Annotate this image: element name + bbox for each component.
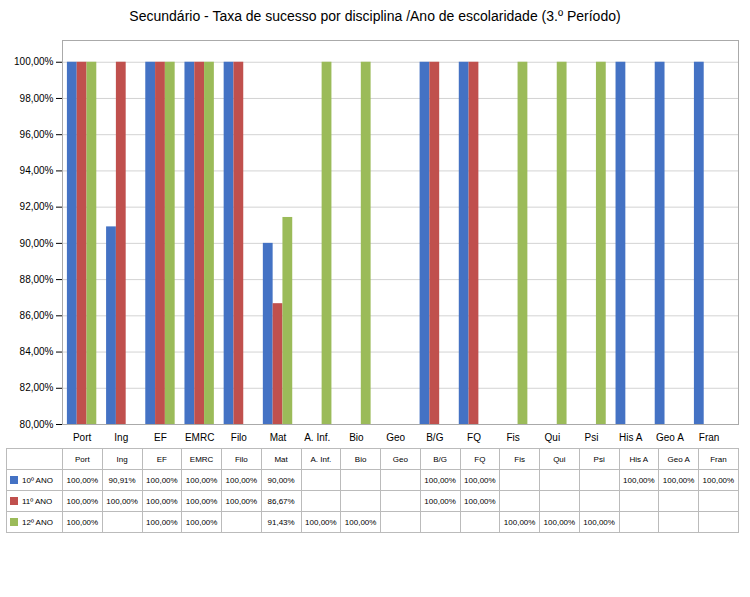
html-text:Secundário - Taxa de sucesso p: Secundário - Taxa de sucesso por discipl… xyxy=(129,8,621,24)
svg-text:Port: Port xyxy=(73,432,92,443)
svg-text:Geo A: Geo A xyxy=(656,432,684,443)
html-text:Geo A: Geo A xyxy=(667,454,690,464)
svg-text:Fran: Fran xyxy=(699,432,720,443)
html-text:His A: His A xyxy=(629,454,649,464)
svg-text:84,00%: 84,00% xyxy=(20,346,54,357)
svg-text:86,00%: 86,00% xyxy=(20,310,54,321)
svg-text:Ing: Ing xyxy=(114,432,128,443)
html-text:100,00%: 100,00% xyxy=(583,517,615,527)
html-text:10º ANO: 10º ANO xyxy=(22,475,53,485)
html-text:EF: EF xyxy=(156,454,167,464)
svg-text:88,00%: 88,00% xyxy=(20,274,54,285)
svg-text:Filo: Filo xyxy=(231,432,248,443)
html-text:100,00%: 100,00% xyxy=(66,496,99,506)
html-text:91,43%: 91,43% xyxy=(267,517,295,527)
html-text:100,00%: 100,00% xyxy=(146,475,178,485)
html-text:100,00%: 100,00% xyxy=(464,475,496,485)
html-text:100,00%: 100,00% xyxy=(424,475,456,485)
html-text:100,00%: 100,00% xyxy=(106,496,138,506)
html-text:100,00%: 100,00% xyxy=(543,517,576,527)
html-text:100,00%: 100,00% xyxy=(503,517,536,527)
html-text:100,00%: 100,00% xyxy=(344,517,377,527)
html-text:100,00%: 100,00% xyxy=(305,517,337,527)
html-text:B/G: B/G xyxy=(433,454,447,464)
html-text:100,00%: 100,00% xyxy=(185,517,218,527)
html-text:Filo: Filo xyxy=(234,454,248,464)
svg-text:EMRC: EMRC xyxy=(185,432,214,443)
html-text:Ing: Ing xyxy=(116,454,128,464)
html-text:Fran: Fran xyxy=(710,454,727,464)
svg-text:100,00%: 100,00% xyxy=(14,56,54,67)
svg-text:Fis: Fis xyxy=(506,432,519,443)
html-text:Qui: Qui xyxy=(553,454,566,464)
html-text:100,00%: 100,00% xyxy=(66,475,99,485)
svg-text:EF: EF xyxy=(154,432,167,443)
svg-text:B/G: B/G xyxy=(426,432,443,443)
svg-text:FQ: FQ xyxy=(467,432,481,443)
html-text:100,00%: 100,00% xyxy=(464,496,496,506)
svg-text:His A: His A xyxy=(619,432,643,443)
svg-text:82,00%: 82,00% xyxy=(20,382,54,393)
svg-text:96,00%: 96,00% xyxy=(20,129,54,140)
html-text:90,00%: 90,00% xyxy=(267,475,295,485)
svg-text:80,00%: 80,00% xyxy=(20,419,54,430)
html-text:100,00%: 100,00% xyxy=(146,517,178,527)
html-text:Port: Port xyxy=(75,454,90,464)
svg-text:Geo: Geo xyxy=(386,432,405,443)
svg-text:Qui: Qui xyxy=(545,432,561,443)
html-text:100,00%: 100,00% xyxy=(146,496,178,506)
svg-text:A. Inf.: A. Inf. xyxy=(304,432,330,443)
html-text:100,00%: 100,00% xyxy=(225,475,258,485)
html-text:100,00%: 100,00% xyxy=(623,475,655,485)
html-text:12º ANO: 12º ANO xyxy=(22,517,53,527)
html-text:Geo: Geo xyxy=(392,454,408,464)
html-text:Mat: Mat xyxy=(274,454,288,464)
html-text:86,67%: 86,67% xyxy=(267,496,295,506)
svg-text:92,00%: 92,00% xyxy=(20,201,54,212)
html-text:100,00%: 100,00% xyxy=(424,496,456,506)
svg-text:98,00%: 98,00% xyxy=(20,93,54,104)
html-text:A. Inf.: A. Inf. xyxy=(310,454,332,464)
html-text:100,00%: 100,00% xyxy=(662,475,695,485)
html-text:100,00%: 100,00% xyxy=(185,475,218,485)
html-text:100,00%: 100,00% xyxy=(185,496,218,506)
svg-text:Bio: Bio xyxy=(349,432,364,443)
svg-text:Mat: Mat xyxy=(270,432,287,443)
html-text:FQ: FQ xyxy=(474,454,486,464)
html-text:100,00%: 100,00% xyxy=(66,517,99,527)
html-text:EMRC: EMRC xyxy=(189,454,214,464)
html-text:90,91%: 90,91% xyxy=(108,475,136,485)
html-text:100,00%: 100,00% xyxy=(225,496,258,506)
svg-text:Psi: Psi xyxy=(585,432,599,443)
html-text:11º ANO: 11º ANO xyxy=(22,496,53,506)
html-text:Fis: Fis xyxy=(514,454,525,464)
svg-text:90,00%: 90,00% xyxy=(20,238,54,249)
html-text:Psi: Psi xyxy=(593,454,605,464)
html-text:100,00%: 100,00% xyxy=(702,475,735,485)
html-text:Bio: Bio xyxy=(354,454,367,464)
svg-text:94,00%: 94,00% xyxy=(20,165,54,176)
